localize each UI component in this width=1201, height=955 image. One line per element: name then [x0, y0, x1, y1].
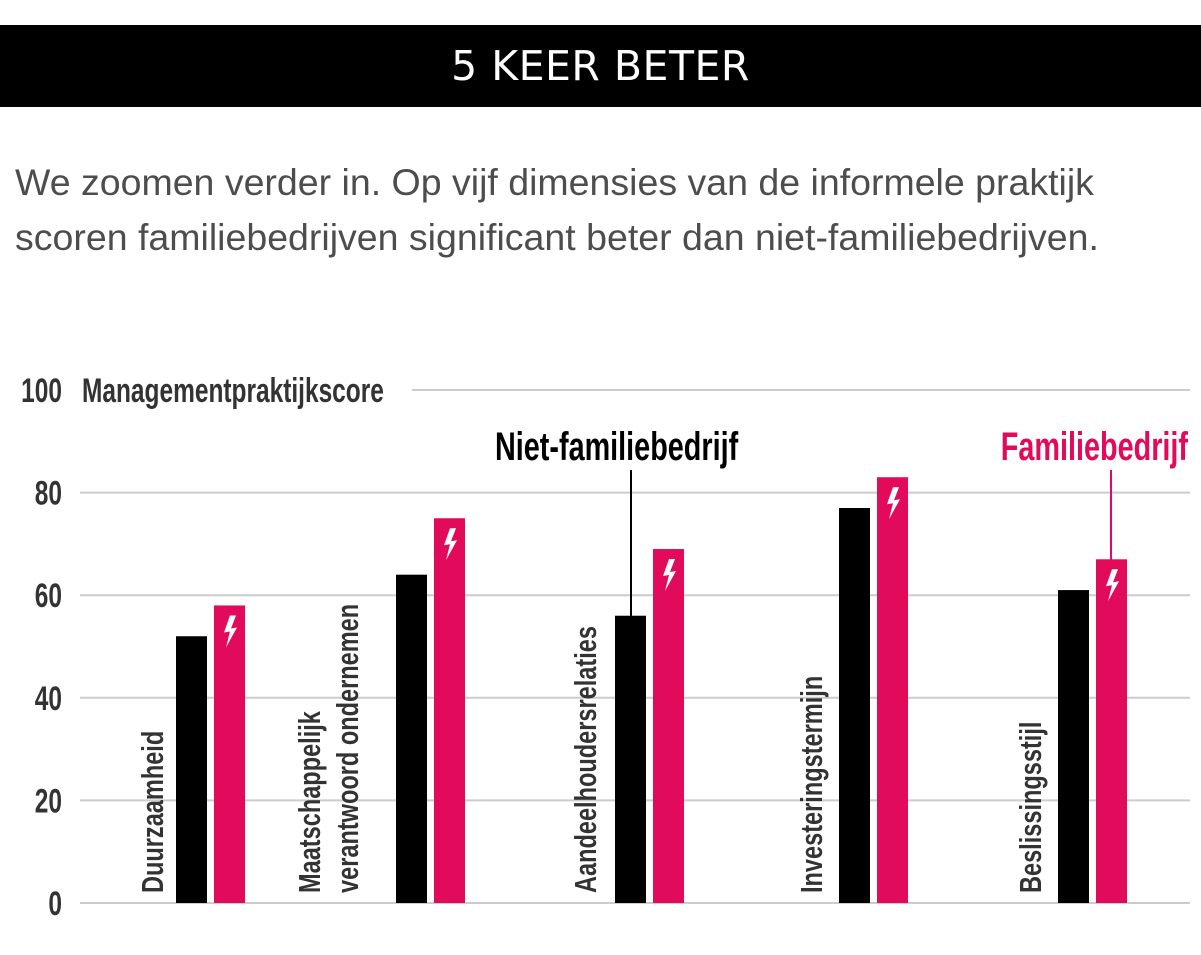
y-tick-label: 60 [35, 577, 62, 615]
bar-niet-familiebedrijf [1058, 590, 1089, 903]
lightning-bolt-icon [663, 559, 676, 592]
bar-niet-familiebedrijf [176, 636, 207, 903]
lightning-bolt-icon [224, 615, 237, 648]
intro-text: We zoomen verder in. Op vijf dimensies v… [15, 161, 1099, 258]
y-tick-label: 20 [35, 783, 62, 821]
lightning-bolt-icon [444, 528, 457, 561]
legend-familiebedrijf: Familiebedrijf [1001, 424, 1189, 469]
y-tick-label: 80 [35, 475, 62, 513]
legend-niet-familiebedrijf: Niet-familiebedrijf [495, 424, 739, 469]
category-label: Beslissingsstijl [1013, 722, 1048, 893]
bar-familiebedrijf [1096, 559, 1127, 903]
category-label: verantwoord ondernemen [330, 604, 365, 893]
bar-familiebedrijf [877, 477, 908, 903]
y-tick-label: 0 [48, 885, 62, 923]
category-label: Investeringstermijn [794, 676, 829, 893]
y-tick-label: 100 [21, 372, 62, 410]
lightning-bolt-icon [1106, 569, 1119, 602]
bar-familiebedrijf [214, 605, 245, 903]
title-banner: 5 KEER BETER [0, 25, 1201, 107]
category-label: Aandeelhoudersrelaties [568, 626, 603, 893]
bar-familiebedrijf [653, 549, 684, 903]
category-label: Duurzaamheid [135, 731, 170, 893]
y-axis-title: Managementpraktijkscore [82, 372, 384, 410]
category-label: Maatschappelijk [292, 711, 327, 893]
y-tick-label: 40 [35, 680, 62, 718]
bar-familiebedrijf [434, 518, 465, 903]
bar-niet-familiebedrijf [396, 574, 427, 903]
lightning-bolt-icon [887, 487, 900, 520]
banner-title: 5 KEER BETER [451, 42, 750, 90]
bar-niet-familiebedrijf [839, 507, 870, 903]
